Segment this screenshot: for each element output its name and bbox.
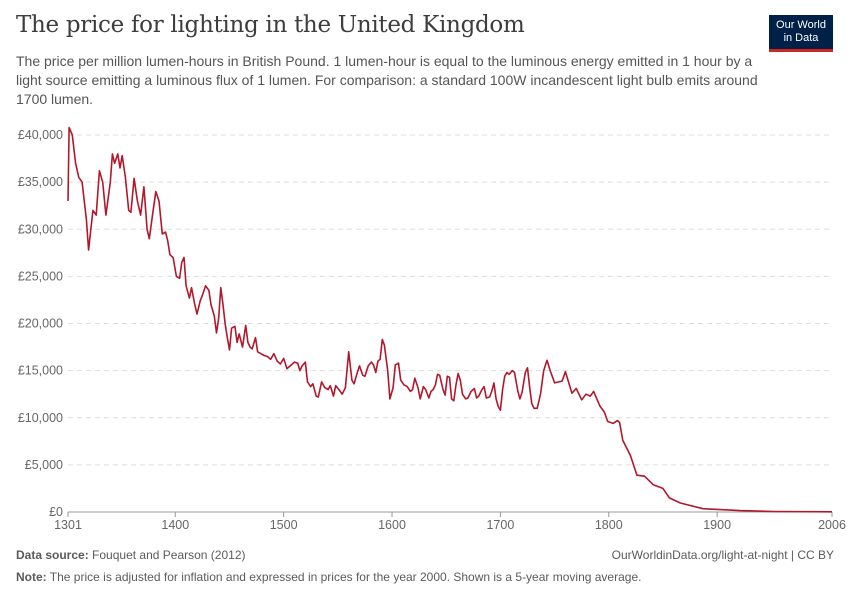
y-tick-label: £30,000 [18,222,63,236]
x-tick-label: 1700 [486,518,514,532]
source-text[interactable]: Fouquet and Pearson (2012) [92,548,246,562]
chart-note: Note: The price is adjusted for inflatio… [16,570,641,584]
note-label: Note: [16,570,47,584]
data-source: Data source: Fouquet and Pearson (2012) [16,548,246,562]
owid-logo[interactable]: Our World in Data [769,15,833,52]
chart-title: The price for lighting in the United Kin… [16,12,525,38]
x-tick-label: 2006 [818,518,846,532]
y-tick-label: £25,000 [18,269,63,283]
y-tick-label: £15,000 [18,364,63,378]
y-tick-label: £0 [49,505,63,519]
x-tick-label: 1400 [161,518,189,532]
y-tick-label: £10,000 [18,411,63,425]
x-tick-label: 1600 [378,518,406,532]
y-tick-label: £20,000 [18,317,63,331]
logo-line2: in Data [783,32,819,44]
y-tick-label: £5,000 [25,458,63,472]
y-tick-label: £35,000 [18,175,63,189]
note-text: The price is adjusted for inflation and … [49,570,642,584]
chart-subtitle: The price per million lumen-hours in Bri… [16,53,758,107]
source-url[interactable]: OurWorldinData.org/light-at-night | CC B… [611,548,834,562]
x-tick-label: 1800 [595,518,623,532]
price-series-line [67,126,833,513]
x-tick-label: 1900 [703,518,731,532]
x-tick-label: 1301 [54,518,82,532]
x-tick-label: 1500 [270,518,298,532]
logo-line1: Our World [776,19,826,31]
source-label: Data source: [16,548,89,562]
y-tick-label: £40,000 [18,128,63,142]
